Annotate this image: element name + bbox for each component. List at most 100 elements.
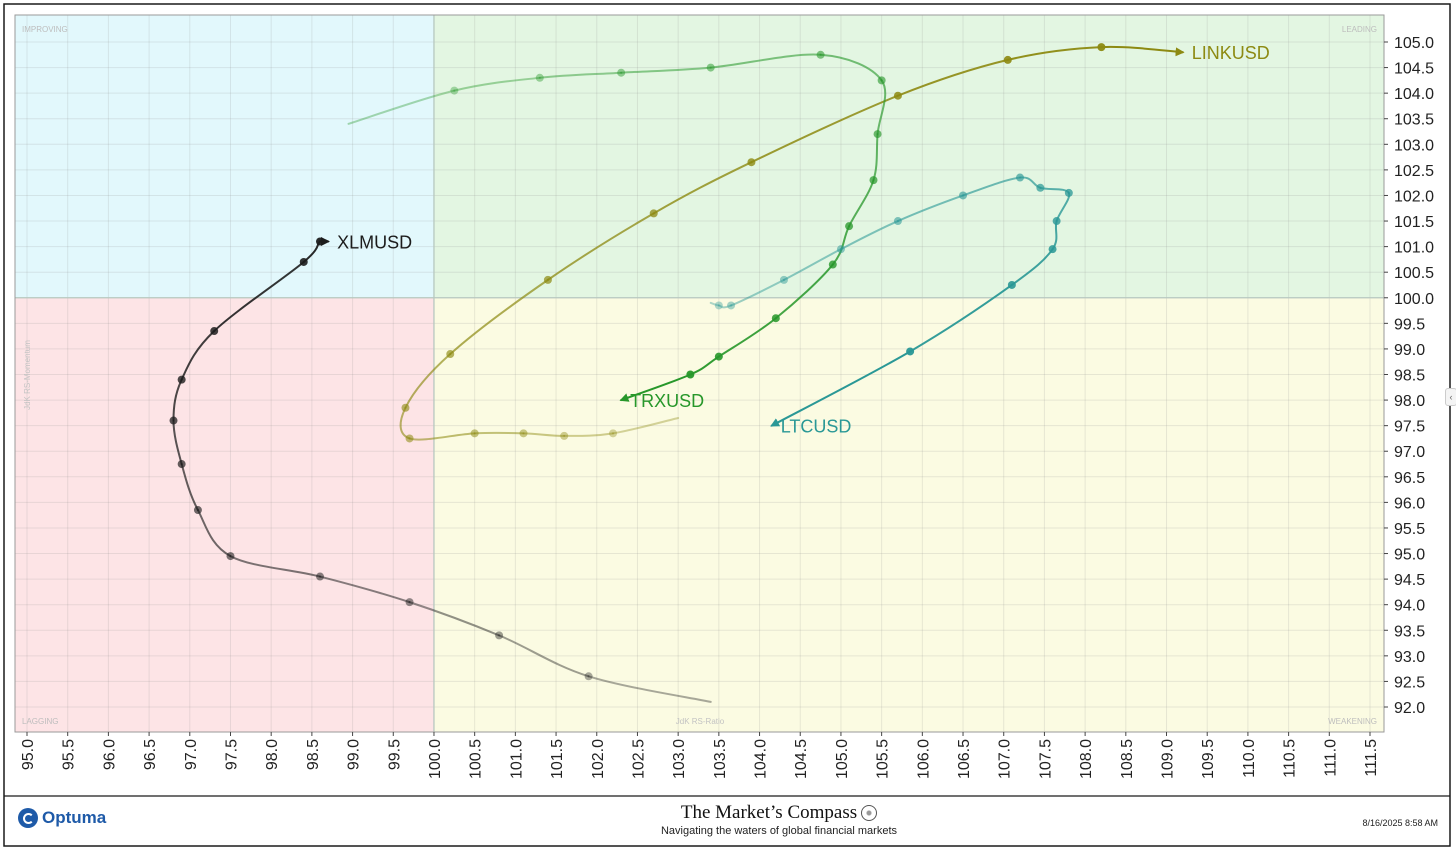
series-linkusd-segment	[896, 58, 1009, 97]
series-ltcusd-point	[779, 275, 788, 284]
series-trxusd-segment	[619, 373, 692, 402]
quadrant-label-leading: LEADING	[1342, 25, 1377, 34]
series-ltcusd-segment	[717, 304, 733, 309]
x-tick-label: 109.5	[1200, 739, 1217, 779]
x-tick-label: 95.0	[20, 739, 37, 770]
series-trxusd-point	[535, 73, 544, 82]
series-trxusd-point	[816, 50, 825, 59]
series-xlmusd-point	[169, 416, 178, 425]
series-xlmusd-point	[584, 672, 593, 681]
series-xlmusd-point	[193, 506, 202, 515]
series-layer: LINKUSD TRXUSD LTCUSD XLMUSD	[169, 43, 1270, 703]
series-linkusd-point	[470, 429, 479, 438]
x-tick-label: 103.5	[712, 739, 729, 779]
y-tick-label: 99.5	[1394, 316, 1425, 333]
y-tick-label: 101.5	[1394, 214, 1434, 231]
timestamp: 8/16/2025 8:58 AM	[1362, 818, 1438, 828]
series-linkusd-point	[543, 275, 552, 284]
series-ltcusd-segment	[896, 194, 965, 223]
quadrant-labels: IMPROVING LEADING LAGGING WEAKENING	[22, 25, 1377, 726]
series-trxusd-segment	[347, 89, 456, 125]
series-trxusd-point	[828, 260, 837, 269]
quadrant-lagging	[15, 297, 434, 732]
series-ltcusd-point	[1052, 217, 1061, 226]
y-tick-label: 100.5	[1394, 265, 1434, 282]
x-tick-label: 99.5	[386, 739, 403, 770]
series-linkusd: LINKUSD	[399, 43, 1270, 443]
y-tick-label: 100.0	[1394, 291, 1434, 308]
quadrant-label-weakening: WEAKENING	[1328, 717, 1377, 726]
y-tick-label: 102.0	[1394, 188, 1434, 205]
series-trxusd-segment	[709, 53, 822, 69]
series-trxusd-segment	[620, 66, 712, 74]
series-linkusd-segment	[750, 94, 899, 164]
series-xlmusd-point	[316, 572, 325, 581]
series-trxusd-point	[706, 63, 715, 72]
x-tick-label: 96.0	[101, 739, 118, 770]
series-linkusd-segment	[404, 353, 452, 409]
y-tick-label: 96.0	[1394, 495, 1425, 512]
series-ltcusd-segment	[770, 350, 912, 427]
y-tick-label: 102.5	[1394, 163, 1434, 180]
series-xlmusd-point	[226, 552, 235, 561]
y-tick-label: 96.5	[1394, 470, 1425, 487]
x-tick-label: 107.5	[1037, 739, 1054, 779]
grid-lines	[14, 14, 1385, 733]
series-linkusd-segment	[522, 432, 566, 437]
series-linkusd-point	[1097, 43, 1106, 52]
x-axis-ticks: 95.0 95.5 96.0 96.5 97.0 97.5 98.0 98.5 99.0 99.5…	[20, 732, 1380, 779]
series-trxusd-segment	[848, 179, 875, 228]
quadrant-label-improving: IMPROVING	[22, 25, 68, 34]
series-ltcusd: LTCUSD	[709, 173, 1073, 437]
x-tick-label: 105.5	[875, 739, 892, 779]
y-axis-ticks: 105.0 104.5 104.0 103.5 103.0 102.5 102.0 101.5…	[1384, 35, 1434, 717]
y-tick-label: 105.0	[1394, 35, 1434, 52]
y-tick-label: 104.0	[1394, 86, 1434, 103]
x-tick-label: 101.0	[508, 739, 525, 779]
y-tick-label: 94.5	[1394, 572, 1425, 589]
series-linkusd-segment	[563, 432, 615, 437]
series-xlmusd-point	[210, 327, 219, 336]
series-trxusd-point	[845, 222, 854, 231]
y-tick-label: 97.5	[1394, 419, 1425, 436]
series-trxusd-segment	[453, 76, 541, 92]
series-ltcusd-point	[893, 217, 902, 226]
series-ltcusd-point	[714, 301, 723, 310]
y-tick-label: 95.0	[1394, 547, 1425, 564]
series-linkusd-segment	[612, 416, 680, 435]
series-xlmusd-point	[299, 257, 308, 266]
series-linkusd-point	[401, 403, 410, 412]
side-panel-handle[interactable]: ‹	[1445, 388, 1456, 406]
x-tick-label: 98.5	[305, 739, 322, 770]
series-ltcusd-segment	[782, 248, 842, 281]
series-linkusd-point	[405, 434, 414, 443]
series-trxusd-point	[877, 76, 886, 85]
series-ltcusd-point	[1007, 280, 1016, 289]
y-tick-label: 103.5	[1394, 112, 1434, 129]
x-tick-label: 100.5	[468, 739, 485, 779]
series-ltcusd-point	[1036, 183, 1045, 192]
series-linkusd-segment	[652, 161, 753, 215]
series-trxusd-point	[873, 130, 882, 139]
y-tick-label: 92.0	[1394, 700, 1425, 717]
series-ltcusd-point	[1048, 245, 1057, 254]
x-tick-label: 107.0	[997, 739, 1014, 779]
series-linkusd-point	[893, 91, 902, 100]
optuma-logo-icon	[18, 808, 38, 828]
x-tick-label: 95.5	[61, 739, 78, 770]
brand: The Market’s Compass Navigating the wate…	[634, 802, 924, 837]
series-trxusd-point	[450, 86, 459, 95]
x-tick-label: 98.0	[264, 739, 281, 770]
series-linkusd-point	[609, 429, 618, 438]
x-tick-label: 105.0	[834, 739, 851, 779]
series-linkusd-point	[747, 158, 756, 167]
series-xlmusd-segment	[229, 555, 322, 578]
series-label-ltcusd: LTCUSD	[781, 417, 852, 437]
series-trxusd-point	[869, 176, 878, 185]
series-linkusd-point	[519, 429, 528, 438]
series-trxusd: TRXUSD	[347, 50, 887, 411]
quadrant-backgrounds	[15, 15, 1384, 732]
series-ltcusd-segment	[909, 283, 1013, 353]
series-xlmusd-point	[405, 598, 414, 607]
series-ltcusd-segment	[730, 278, 785, 307]
